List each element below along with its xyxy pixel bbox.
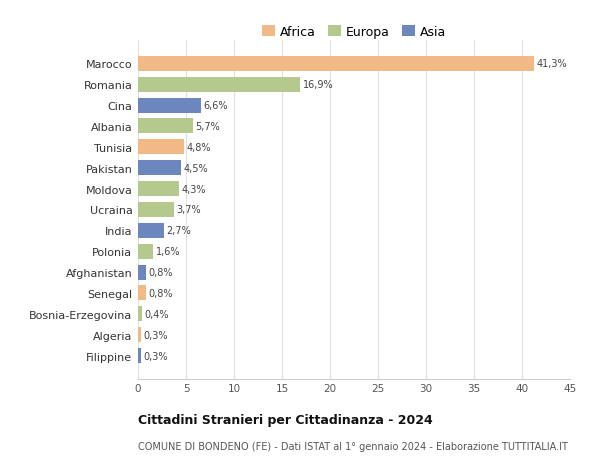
Bar: [138, 244, 154, 259]
Legend: Africa, Europa, Asia: Africa, Europa, Asia: [257, 21, 451, 44]
Text: 0,8%: 0,8%: [148, 268, 173, 278]
Text: 16,9%: 16,9%: [302, 80, 333, 90]
Text: 4,8%: 4,8%: [187, 142, 211, 152]
Bar: [138, 202, 173, 218]
Text: 1,6%: 1,6%: [156, 246, 180, 257]
Bar: [138, 307, 142, 322]
Text: Cittadini Stranieri per Cittadinanza - 2024: Cittadini Stranieri per Cittadinanza - 2…: [138, 413, 433, 426]
Text: 4,3%: 4,3%: [182, 184, 206, 194]
Text: 0,8%: 0,8%: [148, 288, 173, 298]
Bar: [138, 182, 179, 196]
Bar: [138, 98, 202, 113]
Bar: [138, 224, 164, 238]
Bar: [138, 328, 141, 342]
Bar: [138, 161, 181, 176]
Text: 41,3%: 41,3%: [537, 59, 568, 69]
Text: 0,3%: 0,3%: [143, 351, 168, 361]
Text: 2,7%: 2,7%: [166, 226, 191, 236]
Bar: [138, 140, 184, 155]
Text: COMUNE DI BONDENO (FE) - Dati ISTAT al 1° gennaio 2024 - Elaborazione TUTTITALIA: COMUNE DI BONDENO (FE) - Dati ISTAT al 1…: [138, 441, 568, 451]
Bar: [138, 78, 300, 92]
Bar: [138, 348, 141, 364]
Bar: [138, 286, 146, 301]
Text: 4,5%: 4,5%: [184, 163, 208, 174]
Bar: [138, 265, 146, 280]
Text: 5,7%: 5,7%: [195, 122, 220, 132]
Text: 3,7%: 3,7%: [176, 205, 200, 215]
Text: 0,4%: 0,4%: [144, 309, 169, 319]
Text: 6,6%: 6,6%: [204, 101, 228, 111]
Bar: [138, 56, 535, 72]
Bar: [138, 119, 193, 134]
Text: 0,3%: 0,3%: [143, 330, 168, 340]
